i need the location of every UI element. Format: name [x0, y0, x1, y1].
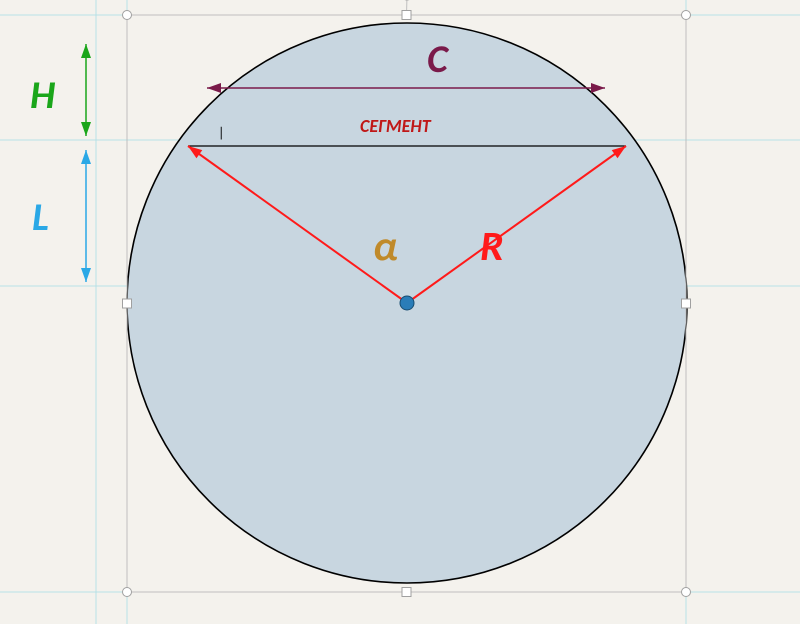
resize-handle[interactable] [402, 588, 411, 597]
diagram-canvas: | C СЕГМЕНТ α R H L [0, 0, 800, 624]
resize-handle[interactable] [123, 299, 132, 308]
label-alpha: α [373, 221, 398, 272]
label-h: H [30, 70, 56, 119]
dimension-arrow-l [81, 150, 91, 282]
segment-tick: | [218, 124, 224, 141]
resize-handle[interactable] [402, 11, 411, 20]
resize-handle[interactable] [682, 11, 691, 20]
center-dot [400, 296, 414, 310]
resize-handle[interactable] [682, 588, 691, 597]
resize-handle[interactable] [123, 588, 132, 597]
dimension-arrow-h [81, 44, 91, 136]
label-segment: СЕГМЕНТ [360, 115, 432, 137]
label-l: L [32, 192, 49, 241]
resize-handle[interactable] [123, 11, 132, 20]
label-r: R [480, 221, 504, 272]
resize-handle[interactable] [682, 299, 691, 308]
label-c: C [427, 34, 450, 83]
